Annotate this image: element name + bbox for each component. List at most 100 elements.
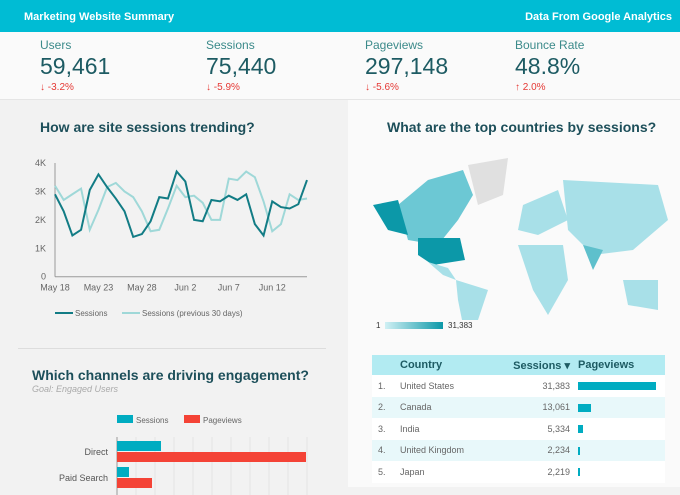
map-legend-max: 31,383 [448, 321, 473, 330]
arrow-up-icon: ↑ [515, 82, 520, 93]
channels-subtitle: Goal: Engaged Users [32, 384, 119, 394]
x-tick-label: Jun 7 [218, 283, 240, 293]
x-tick-label: May 18 [40, 283, 70, 293]
pageviews-header[interactable]: Pageviews [578, 355, 665, 375]
kpi-label: Sessions [206, 38, 255, 52]
map-central-america [428, 262, 456, 280]
map-asia [563, 180, 668, 255]
legend-swatch [184, 415, 200, 423]
bar-pageviews [117, 452, 306, 462]
kpi-change: ↓ -3.2% [40, 82, 110, 93]
sessions-cell: 13,061 [510, 396, 578, 418]
map-europe [518, 190, 568, 235]
rank-cell: 1. [372, 375, 400, 397]
x-tick-label: Jun 2 [174, 283, 196, 293]
rank-header [372, 355, 400, 375]
category-label: Paid Search [59, 473, 108, 483]
map-usa [418, 238, 465, 265]
kpi-pageviews: Pageviews 297,148 ↓ -5.6% [365, 38, 448, 93]
table-header: Country Sessions ▾ Pageviews [372, 355, 665, 375]
legend-label: Sessions (previous 30 days) [142, 309, 243, 318]
country-cell: United Kingdom [400, 439, 510, 461]
sessions-cell: 31,383 [510, 375, 578, 397]
arrow-down-icon: ↓ [40, 82, 45, 93]
legend-label: Sessions [75, 309, 107, 318]
kpi-change-value: 2.0% [522, 82, 546, 93]
kpi-sessions: Sessions 75,440 ↓ -5.9% [206, 38, 276, 93]
kpi-label: Users [40, 38, 72, 52]
country-cell: Japan [400, 461, 510, 483]
rank-cell: 4. [372, 439, 400, 461]
series-line-previous [54, 170, 308, 234]
map-south-america [456, 280, 488, 320]
pageviews-bar [578, 425, 584, 434]
table-row[interactable]: 2. Canada 13,061 [372, 396, 665, 418]
y-tick-label: 1K [35, 243, 46, 253]
y-tick-label: 4K [35, 158, 46, 168]
table-row[interactable]: 1. United States 31,383 [372, 375, 665, 397]
rank-cell: 5. [372, 461, 400, 483]
kpi-value: 48.8% [515, 53, 581, 79]
kpi-change: ↓ -5.6% [365, 82, 448, 93]
countries-table: Country Sessions ▾ Pageviews 1. United St… [372, 355, 665, 483]
channels-title: Which channels are driving engagement? [32, 367, 309, 383]
legend-label: Pageviews [203, 416, 242, 425]
pageviews-cell [578, 461, 665, 483]
left-panel [0, 100, 340, 487]
pageviews-cell [578, 396, 665, 418]
channels-bar-chart: Sessions Pageviews Direct Paid Search [59, 415, 308, 495]
table-row[interactable]: 4. United Kingdom 2,234 [372, 439, 665, 461]
y-tick-label: 0 [41, 272, 46, 282]
kpi-change: ↓ -5.9% [206, 82, 276, 93]
legend-swatch [117, 415, 133, 423]
kpi-value: 297,148 [365, 53, 449, 79]
kpi-label: Bounce Rate [515, 38, 585, 52]
map-australia [623, 280, 658, 310]
sessions-cell: 2,234 [510, 439, 578, 461]
country-cell: India [400, 418, 510, 440]
map-legend-min: 1 [376, 321, 381, 330]
pageviews-cell [578, 439, 665, 461]
y-tick-label: 3K [35, 186, 46, 196]
report-title: Marketing Website Summary [24, 11, 175, 23]
legend-label: Sessions [136, 416, 168, 425]
bar-pageviews [117, 478, 152, 488]
kpi-label: Pageviews [365, 38, 424, 52]
sessions-header[interactable]: Sessions ▾ [510, 355, 578, 375]
map-legend-gradient [385, 322, 443, 329]
header-bar: Marketing Website Summary Data From Goog… [0, 0, 680, 32]
map-africa [518, 245, 568, 315]
kpi-change-value: -5.6% [372, 82, 399, 93]
pageviews-cell [578, 375, 665, 397]
sessions-line-chart: 0 1K 2K 3K 4K May 18 May 23 May 28 Jun 2 Jun 7 Jun… [35, 158, 308, 318]
pageviews-bar [578, 403, 592, 412]
sessions-cell: 2,219 [510, 461, 578, 483]
series-line-sessions [54, 169, 308, 239]
country-header[interactable]: Country [400, 355, 510, 375]
table-row[interactable]: 3. India 5,334 [372, 418, 665, 440]
map-india [583, 245, 603, 270]
y-tick-label: 2K [35, 215, 46, 225]
pageviews-cell [578, 418, 665, 440]
kpi-value: 75,440 [206, 53, 277, 79]
map-greenland [468, 158, 508, 205]
map-title: What are the top countries by sessions? [387, 119, 657, 135]
bar-sessions [117, 467, 129, 477]
data-source: Data From Google Analytics [525, 11, 672, 23]
divider [18, 348, 326, 349]
x-tick-label: May 23 [84, 283, 114, 293]
rank-cell: 3. [372, 418, 400, 440]
arrow-down-icon: ↓ [365, 82, 370, 93]
map-canada [398, 170, 473, 245]
pageviews-bar [578, 446, 581, 455]
category-label: Direct [84, 447, 108, 457]
kpi-change-value: -3.2% [47, 82, 74, 93]
table-row[interactable]: 5. Japan 2,219 [372, 461, 665, 483]
pageviews-bar [578, 468, 581, 477]
pageviews-bar [578, 382, 656, 391]
world-map[interactable] [368, 150, 678, 320]
x-tick-label: Jun 12 [259, 283, 286, 293]
map-alaska [373, 200, 408, 235]
trend-title: How are site sessions trending? [40, 119, 255, 135]
kpi-bounce-rate: Bounce Rate 48.8% ↑ 2.0% [515, 38, 584, 93]
